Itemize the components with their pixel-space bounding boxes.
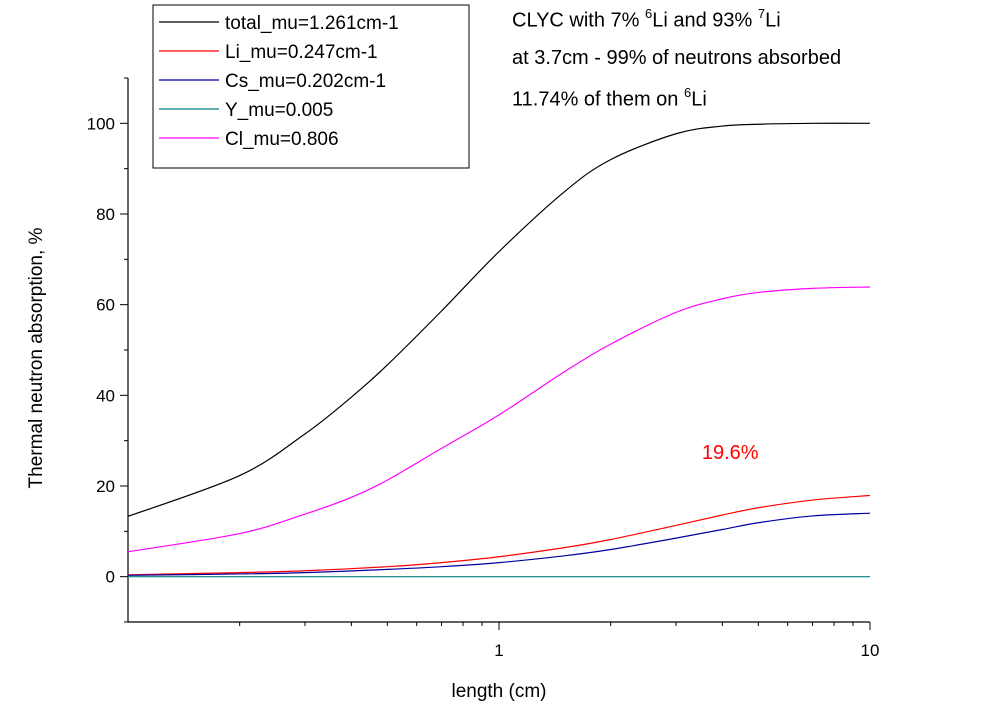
tick-marks (120, 77, 871, 630)
y-axis-title: Thermal neutron absorption, % (26, 227, 47, 488)
x-tick-label: 10 (861, 641, 880, 660)
value-annotation: 19.6% (702, 442, 759, 464)
legend-label: total_mu=1.261cm-1 (225, 13, 399, 34)
header-annotation-line1: CLYC with 7% 6Li and 93% 7Li (512, 6, 781, 32)
chart-annotations: 19.6% (702, 442, 759, 464)
series-line-cl (127, 286, 871, 553)
data-series (127, 122, 871, 578)
legend-label: Cl_mu=0.806 (225, 129, 339, 150)
y-tick-label: 0 (106, 568, 115, 587)
legend-label: Li_mu=0.247cm-1 (225, 42, 378, 63)
y-tick-label: 20 (96, 477, 115, 496)
chart-legend: total_mu=1.261cm-1 Li_mu=0.247cm-1 Cs_mu=0… (152, 4, 470, 169)
y-tick-label: 40 (96, 386, 115, 405)
axis-labels: 0 20 40 60 80 100 1 10 length (cm) Thermal neutro… (26, 114, 879, 702)
y-tick-label: 100 (87, 114, 115, 133)
header-annotation-line2: at 3.7cm - 99% of neutrons absorbed (512, 47, 842, 69)
series-line-li (127, 494, 871, 576)
legend-box (152, 4, 470, 169)
y-tick-label: 80 (96, 205, 115, 224)
legend-label: Y_mu=0.005 (225, 100, 333, 121)
x-axis-title: length (cm) (451, 681, 546, 702)
series-line-cs (127, 512, 871, 576)
y-tick-label: 60 (96, 296, 115, 315)
header-annotation-line3: 11.74% of them on 6Li (512, 85, 707, 111)
x-tick-label: 1 (494, 641, 503, 660)
series-line-total (127, 122, 871, 517)
legend-label: Cs_mu=0.202cm-1 (225, 71, 386, 92)
